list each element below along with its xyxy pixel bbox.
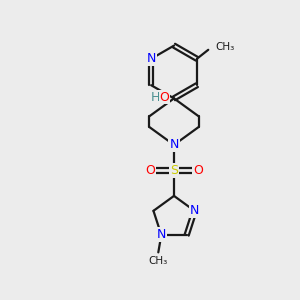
Text: N: N <box>157 229 166 242</box>
Text: H: H <box>151 91 160 104</box>
Text: CH₃: CH₃ <box>149 256 168 266</box>
Text: N: N <box>190 204 199 217</box>
Text: O: O <box>160 91 169 104</box>
Text: CH₃: CH₃ <box>216 42 235 52</box>
Text: N: N <box>146 52 156 65</box>
Text: O: O <box>145 164 155 177</box>
Text: O: O <box>193 164 203 177</box>
Text: S: S <box>170 164 178 177</box>
Text: N: N <box>169 138 179 152</box>
